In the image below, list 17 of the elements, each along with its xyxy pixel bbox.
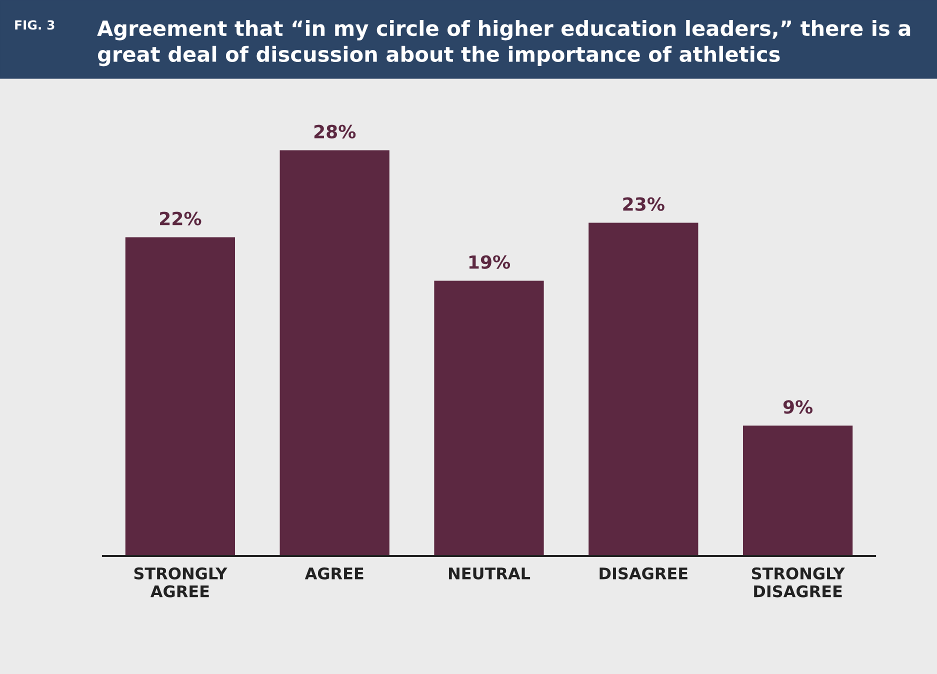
x-tick-label: AGREE — [304, 567, 364, 580]
chart-title: Agreement that “in my circle of higher education leaders,” there is a great deal of discussion about the importance of athletics — [97, 20, 910, 66]
bar — [125, 237, 236, 556]
bar — [280, 150, 390, 556]
data-label: 23% — [623, 197, 664, 211]
data-label: 19% — [469, 255, 510, 269]
data-label: 22% — [160, 212, 202, 226]
x-tick-label: STRONGLY AGREE — [134, 567, 228, 598]
x-tick-label: STRONGLY DISAGREE — [752, 567, 845, 598]
caption: FIG. 3 — [15, 20, 54, 30]
x-tick-label: DISAGREE — [600, 567, 688, 580]
data-label: 9% — [783, 400, 813, 414]
x-tick-label: NEUTRAL — [448, 568, 530, 580]
bar — [434, 280, 544, 556]
data-label: 28% — [314, 124, 356, 138]
bar — [742, 426, 853, 556]
bar — [588, 222, 698, 556]
